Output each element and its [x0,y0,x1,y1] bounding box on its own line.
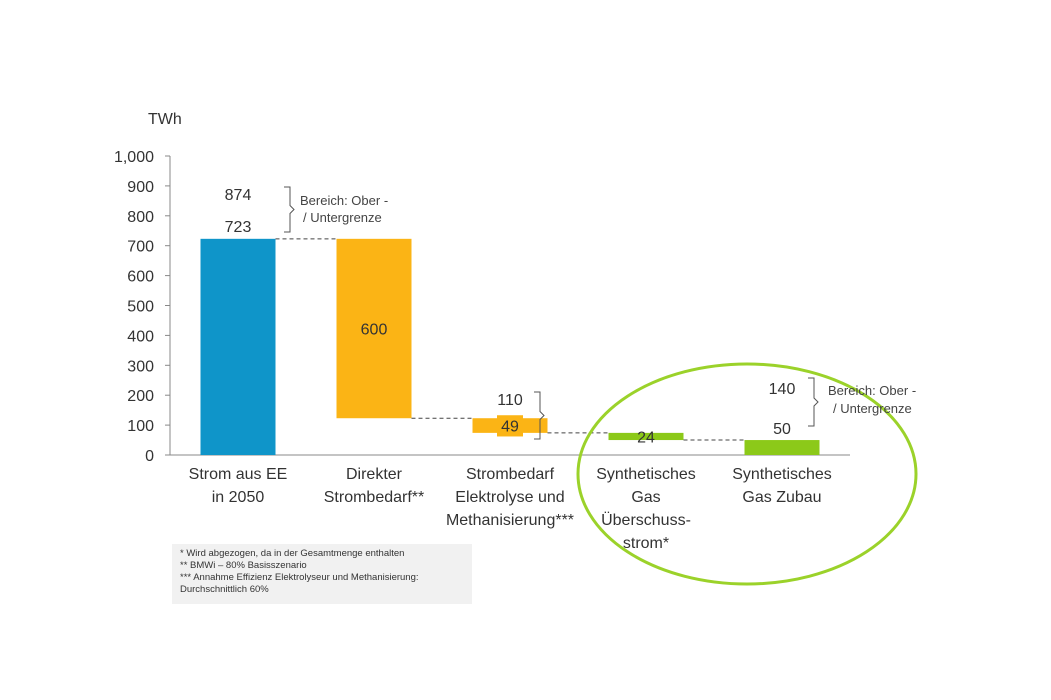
footnote-line: * Wird abgezogen, da in der Gesamtmenge … [180,548,405,559]
range-bracket [534,391,545,440]
unit-label: TWh [148,111,182,128]
data-label: 24 [637,429,655,446]
x-category-label: strom* [623,535,669,552]
y-tick-label: 900 [127,179,154,196]
y-tick-label: 200 [127,388,154,405]
bar [336,238,412,419]
x-category-label: Elektrolyse und [455,489,564,506]
y-tick-label: 300 [127,358,154,375]
x-category-label: Direkter [346,466,403,483]
y-tick-label: 100 [127,418,154,435]
y-tick-label: 500 [127,299,154,316]
range-bar [497,415,523,437]
range-note: / Untergrenze [833,401,912,416]
range-note: / Untergrenze [303,210,382,225]
y-tick-label: 0 [145,448,154,465]
x-category-label: Strombedarf [466,466,555,483]
y-tick-label: 400 [127,328,154,345]
data-label-overlay: 49 [501,419,519,436]
data-label: 600 [361,322,388,339]
y-tick-label: 1,000 [114,149,154,166]
x-category-label: Überschuss- [601,511,691,529]
y-tick-label: 600 [127,269,154,286]
x-category-label: Gas Zubau [742,489,821,506]
range-note: Bereich: Ober - [828,383,916,398]
range-bracket [284,186,295,233]
y-tick-label: 800 [127,209,154,226]
x-category-label: Strom aus EE [189,466,288,483]
bar [200,238,276,455]
range-note: Bereich: Ober - [300,193,388,208]
x-category-label: Methanisierung*** [446,512,574,529]
x-category-label: in 2050 [212,489,265,506]
x-category-label: Synthetisches [596,466,696,483]
footnote-line: Durchschnittlich 60% [180,584,269,595]
range-upper-label: 874 [225,187,252,204]
highlight-ellipse [576,362,918,586]
bar [744,440,820,455]
range-upper-label: 140 [769,381,796,398]
footnote-box: * Wird abgezogen, da in der Gesamtmenge … [172,544,472,604]
footnote-line: ** BMWi – 80% Basisszenario [180,560,307,571]
y-tick-label: 700 [127,239,154,256]
range-upper-label: 110 [497,392,523,409]
data-label: 723 [225,219,252,236]
footnote-line: *** Annahme Effizienz Elektrolyseur und … [180,572,419,583]
x-category-label: Gas [631,489,660,506]
data-label: 50 [773,421,791,438]
bar [608,432,684,441]
x-category-label: Strombedarf** [324,489,425,506]
range-bracket [808,377,819,427]
x-category-label: Synthetisches [732,466,832,483]
